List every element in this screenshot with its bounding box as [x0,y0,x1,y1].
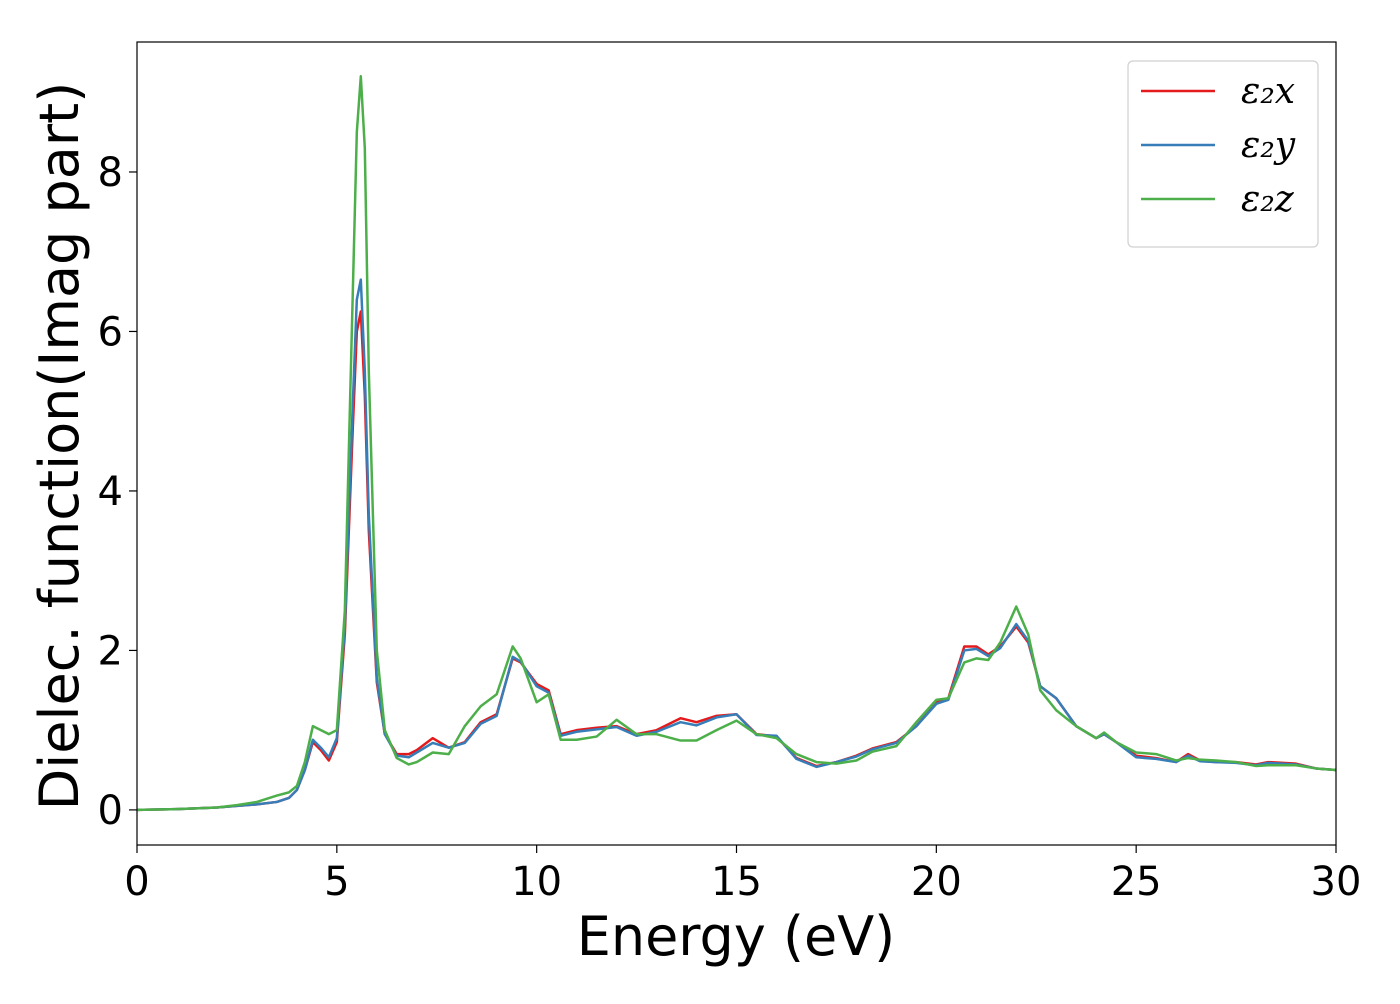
x-tick-label: 20 [911,859,962,905]
y-tick-label: 8 [98,150,123,196]
y-tick-label: 4 [98,469,123,515]
legend-label: ε₂y [1241,125,1296,166]
y-tick-label: 6 [98,309,123,355]
y-tick-label: 0 [98,788,123,834]
series-line [136,278,1337,812]
series-line [136,75,1337,812]
x-tick-label: 10 [511,859,562,905]
series-line [136,310,1337,812]
x-tick-label: 0 [124,859,149,905]
plot-frame [136,41,1337,846]
y-axis-label: Dielec. function(Imag part) [28,82,91,811]
x-tick-label: 5 [324,859,349,905]
x-tick-label: 15 [711,859,762,905]
legend-label: ε₂x [1241,71,1295,112]
legend-box [1127,60,1319,248]
x-axis-label: Energy (eV) [577,905,896,968]
legend-label: ε₂z [1241,179,1295,220]
x-tick-label: 30 [1311,859,1362,905]
x-tick-label: 25 [1111,859,1162,905]
y-tick-label: 2 [98,628,123,674]
